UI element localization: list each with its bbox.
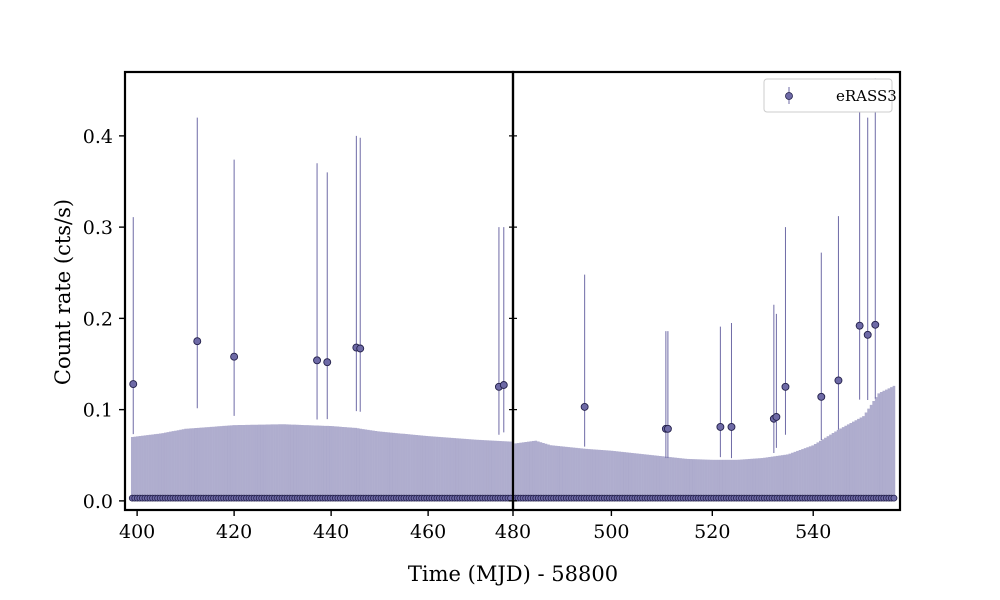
detection-point	[663, 424, 672, 433]
y-tick-label: 0.2	[83, 308, 113, 330]
x-tick-label: 480	[495, 521, 531, 543]
legend-marker	[785, 92, 793, 100]
panel-plot-area	[513, 78, 898, 502]
x-axis-title: Time (MJD) - 58800	[408, 562, 618, 586]
detection-point	[499, 381, 508, 389]
detection-point	[580, 402, 589, 411]
panel-plot-area	[128, 117, 513, 502]
y-tick-label: 0.1	[83, 400, 113, 422]
detection-point	[772, 412, 781, 421]
legend-label: eRASS3	[836, 87, 897, 105]
detection-point	[817, 392, 826, 401]
y-axis-title: Count rate (cts/s)	[51, 199, 75, 385]
detection-point	[313, 356, 322, 365]
detection-point	[356, 344, 365, 353]
detection-point	[323, 358, 332, 367]
detection-point	[871, 320, 880, 329]
y-tick-label: 0.3	[83, 217, 113, 239]
x-tick-label: 460	[410, 521, 446, 543]
nondetection-point	[890, 494, 898, 502]
x-axis: 400 420 440 460 480 500 520 540	[119, 510, 831, 543]
detection-point	[230, 352, 239, 361]
legend-box	[763, 78, 893, 113]
detection-point	[193, 337, 202, 346]
y-tick-label: 0.4	[83, 126, 113, 148]
y-axis: 0.0 0.1 0.2 0.3 0.4	[83, 126, 125, 513]
detection-point	[781, 382, 790, 391]
x-tick-label: 400	[119, 521, 155, 543]
x-tick-label: 520	[694, 521, 730, 543]
panel-frame	[511, 70, 902, 512]
x-tick-label: 420	[216, 521, 252, 543]
detection-point	[129, 380, 138, 389]
detection-point	[727, 423, 736, 431]
detection-point	[863, 330, 872, 339]
right-panel	[511, 70, 902, 512]
detection-point	[716, 423, 725, 431]
detection-point	[855, 321, 864, 330]
x-tick-label: 500	[593, 521, 629, 543]
legend: eRASS3	[763, 78, 897, 113]
x-tick-label: 440	[313, 521, 349, 543]
y-tick-label: 0.0	[83, 491, 113, 513]
x-tick-label: 540	[795, 521, 831, 543]
detection-point	[834, 376, 843, 385]
left-panel	[123, 70, 515, 512]
